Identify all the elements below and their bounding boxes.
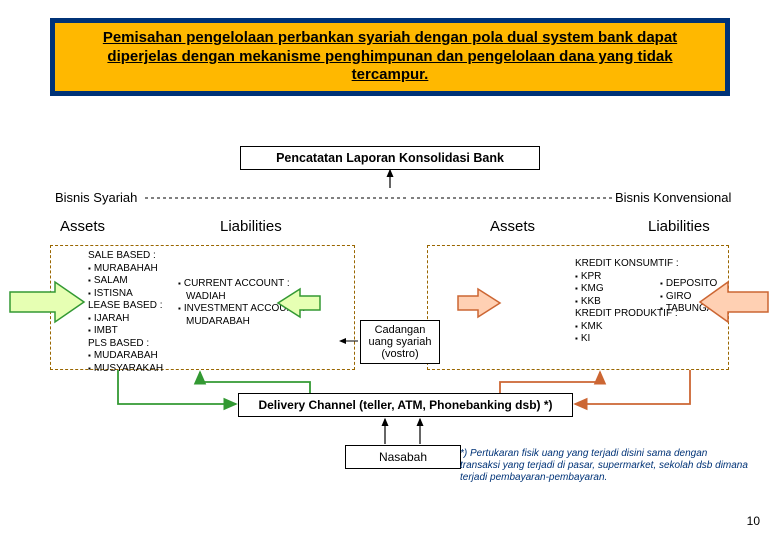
title-inner: Pemisahan pengelolaan perbankan syariah …	[55, 23, 725, 91]
title-banner: Pemisahan pengelolaan perbankan syariah …	[50, 18, 730, 96]
nasabah-box: Nasabah	[345, 445, 461, 469]
syariah-assets-list: SALE BASED : MURABAHAH SALAM ISTISNA LEA…	[88, 250, 163, 375]
konv-liab-list: DEPOSITO GIRO TABUNGAN	[660, 278, 721, 316]
title-text: Pemisahan pengelolaan perbankan syariah …	[85, 29, 695, 85]
hdr-assets-2: Assets	[490, 218, 535, 235]
hdr-liab-1: Liabilities	[220, 218, 282, 235]
syariah-liab-list: CURRENT ACCOUNT : WADIAH INVESTMENT ACCO…	[178, 278, 305, 328]
label-konvensional: Bisnis Konvensional	[615, 190, 731, 205]
page-number: 10	[747, 514, 760, 528]
footnote: *) Pertukaran fisik uang yang terjadi di…	[460, 448, 750, 484]
hdr-liab-2: Liabilities	[648, 218, 710, 235]
delivery-channel-box: Delivery Channel (teller, ATM, Phonebank…	[238, 393, 573, 417]
consolidation-box: Pencatatan Laporan Konsolidasi Bank	[240, 146, 540, 170]
label-syariah: Bisnis Syariah	[55, 190, 137, 205]
hdr-assets-1: Assets	[60, 218, 105, 235]
cadangan-box: Cadangan uang syariah (vostro)	[360, 320, 440, 364]
